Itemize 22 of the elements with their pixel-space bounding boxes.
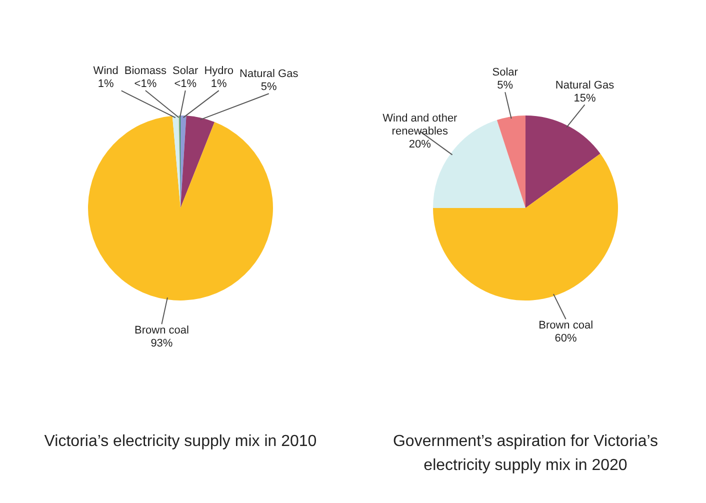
data-label: 15% bbox=[574, 92, 596, 104]
data-label: <1% bbox=[134, 78, 157, 90]
slice-label: Biomass bbox=[124, 65, 168, 78]
data-label: 5% bbox=[260, 81, 278, 94]
text: Government’s aspiration for Victoria’s electricity supply mix in 2020 bbox=[392, 432, 659, 476]
slice-label: Wind and other renewables bbox=[382, 112, 458, 138]
slice-label: Wind bbox=[93, 65, 118, 78]
slice-label: Hydro bbox=[204, 65, 234, 78]
data-label: 93% bbox=[150, 338, 173, 350]
text: Victoria’s electricity supply mix in 2010 bbox=[43, 432, 318, 452]
data-label: 5% bbox=[497, 80, 514, 92]
slice-label: Brown coal bbox=[538, 320, 594, 332]
data-label: 1% bbox=[210, 78, 228, 90]
slice-label: Natural Gas bbox=[555, 79, 615, 92]
slice-label: Natural Gas bbox=[240, 68, 299, 80]
data-label: 20% bbox=[408, 138, 432, 150]
data-label: 1% bbox=[98, 78, 114, 90]
data-label: <1% bbox=[174, 78, 197, 90]
slice-label: Solar bbox=[492, 66, 518, 79]
data-label: 60% bbox=[554, 332, 578, 345]
slice-label: Brown coal bbox=[134, 324, 189, 337]
slice-label: Solar bbox=[172, 65, 199, 78]
